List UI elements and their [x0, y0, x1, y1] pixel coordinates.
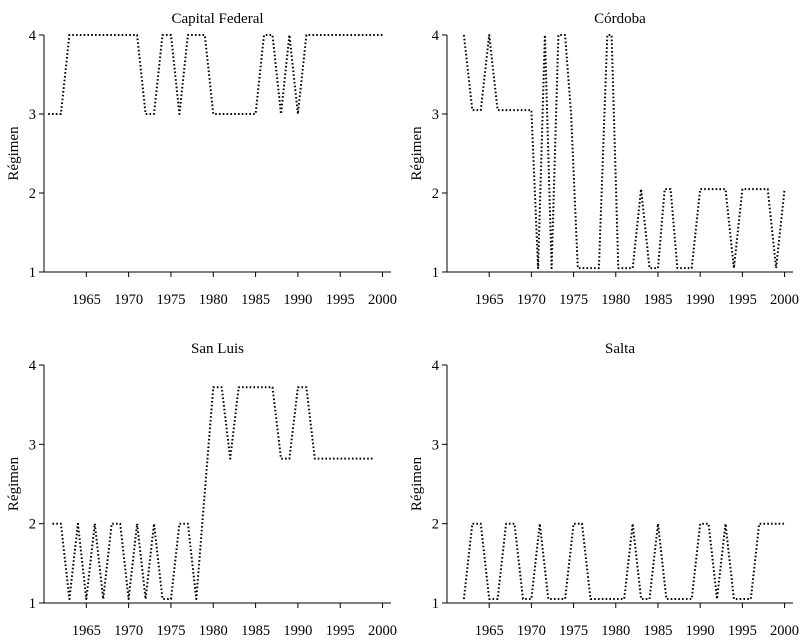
series-line: [52, 386, 375, 600]
data-point: [221, 113, 223, 115]
data-point: [577, 267, 579, 269]
y-tick-label: 3: [29, 437, 36, 453]
data-point: [648, 267, 650, 269]
data-point: [356, 34, 358, 36]
data-point: [640, 598, 642, 600]
data-point: [556, 598, 558, 600]
x-tick-label: 1975: [156, 292, 185, 308]
series-line: [48, 34, 383, 115]
x-tick-label: 1965: [72, 292, 101, 308]
panel-salta: Salta 1 2 3 4 1965 1970 1975 1980 1985 1990 1995 200…: [409, 341, 799, 639]
x-tick-label: 1980: [601, 623, 630, 639]
panel-capital-federal: Capital Federal 1 2 3 4 1965 1970 1975 1980 1985 1…: [6, 11, 397, 308]
x-tick-label: 1965: [475, 292, 504, 308]
x-tick-label: 1995: [326, 292, 355, 308]
y-tick-label: 4: [29, 28, 37, 44]
y-tick-label: 2: [432, 186, 439, 202]
y-tick-label: 2: [29, 517, 36, 533]
y-tick-label: 2: [432, 517, 439, 533]
x-tick-label: 1970: [517, 623, 546, 639]
data-point: [623, 267, 625, 269]
y-tick-label: 4: [432, 28, 440, 44]
x-tick-label: 1970: [517, 292, 546, 308]
chart-title: Salta: [605, 341, 635, 357]
x-tick-label: 1985: [643, 623, 672, 639]
chart-title: Capital Federal: [171, 11, 263, 27]
x-tick-label: 1975: [559, 292, 588, 308]
data-point: [373, 457, 375, 459]
x-tick-label: 2000: [368, 292, 397, 308]
y-tick-label: 2: [29, 186, 36, 202]
panel-san-luis: San Luis 1 2 3 4 1965 1970 1975 1980 1985 1990 1995…: [6, 341, 397, 639]
x-tick-label: 1985: [643, 292, 672, 308]
x-tick-label: 1990: [283, 623, 312, 639]
x-tick-label: 1990: [686, 292, 715, 308]
x-tick-label: 1990: [686, 623, 715, 639]
data-point: [783, 188, 785, 190]
data-point: [741, 598, 743, 600]
data-point: [331, 457, 333, 459]
data-point: [707, 522, 709, 524]
chart-title: Córdoba: [594, 11, 646, 27]
y-axis-label: Régimen: [6, 126, 22, 181]
y-tick-label: 1: [432, 596, 439, 612]
x-tick-label: 1980: [601, 292, 630, 308]
x-tick-label: 1990: [283, 292, 312, 308]
x-tick-label: 1970: [114, 623, 143, 639]
x-tick-label: 2000: [368, 623, 397, 639]
y-axis-label: Régimen: [409, 126, 425, 181]
y-tick-label: 3: [432, 107, 439, 123]
y-tick-label: 3: [432, 437, 439, 453]
x-tick-label: 1965: [72, 623, 101, 639]
y-tick-label: 1: [29, 596, 36, 612]
x-tick-label: 1995: [728, 292, 757, 308]
x-tick-label: 1965: [475, 623, 504, 639]
y-tick-label: 1: [29, 265, 36, 281]
x-tick-label: 1995: [326, 623, 355, 639]
x-tick-label: 1985: [241, 623, 270, 639]
y-tick-label: 1: [432, 265, 439, 281]
panel-cordoba: Córdoba 1 2 3 4 1965 1970 1975 1980 1985 1990 1995 2…: [409, 11, 799, 308]
x-tick-label: 1980: [199, 623, 228, 639]
data-point: [280, 113, 282, 115]
y-tick-label: 4: [29, 358, 37, 374]
x-tick-label: 2000: [770, 292, 799, 308]
x-tick-label: 1970: [114, 292, 143, 308]
y-axis-label: Régimen: [6, 456, 22, 511]
series-line: [462, 522, 785, 600]
x-tick-label: 1980: [199, 292, 228, 308]
y-tick-label: 3: [29, 107, 36, 123]
series-line: [462, 34, 786, 270]
y-tick-label: 4: [432, 358, 440, 374]
data-point: [615, 598, 617, 600]
x-tick-label: 1975: [156, 623, 185, 639]
x-tick-label: 1975: [559, 623, 588, 639]
x-tick-label: 1985: [241, 292, 270, 308]
x-tick-label: 2000: [770, 623, 799, 639]
x-tick-label: 1995: [728, 623, 757, 639]
data-point: [85, 34, 87, 36]
y-axis-label: Régimen: [409, 456, 425, 511]
chart-title: San Luis: [191, 341, 244, 357]
